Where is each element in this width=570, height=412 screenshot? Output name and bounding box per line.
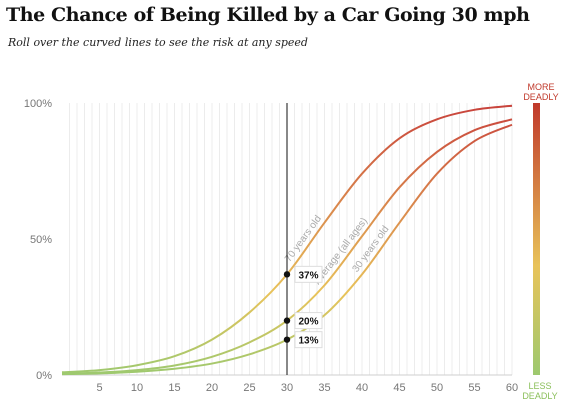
x-tick-label: 25: [243, 382, 255, 394]
x-tick-label: 55: [468, 382, 480, 394]
y-tick-label: 50%: [30, 234, 52, 246]
marker-point: [283, 317, 291, 324]
axes: 0% 50% 100% 5 10 15 20 25 30 35 40 45 50 55 60: [24, 98, 518, 394]
marker-value-box: [294, 265, 323, 283]
x-tick-label: 40: [356, 382, 368, 394]
x-tick-label: 5: [96, 382, 102, 394]
more-deadly-label: DEADLY: [523, 92, 558, 102]
less-deadly-label: DEADLY: [522, 391, 557, 401]
y-tick-label: 0%: [36, 370, 52, 382]
chart-subtitle: Roll over the curved lines to see the ri…: [8, 36, 308, 49]
marker-value-label: 37%: [298, 270, 318, 281]
vertical-gridlines: [69, 103, 513, 375]
less-deadly-label: LESS: [528, 381, 551, 391]
more-deadly-label: MORE: [528, 82, 555, 92]
marker-value-label: 13%: [298, 336, 318, 347]
x-tick-label: 20: [206, 382, 218, 394]
x-tick-label: 10: [131, 382, 143, 394]
marker-point: [283, 271, 291, 278]
x-tick-label: 35: [318, 382, 330, 394]
marker-value-label: 20%: [298, 317, 318, 328]
x-tick-label: 15: [168, 382, 180, 394]
marker-value-box: [294, 331, 323, 349]
x-tick-label: 45: [393, 382, 405, 394]
speed-marker: 37% 20% 13%: [283, 103, 323, 375]
deadliness-gradient-bar: [533, 103, 540, 375]
marker-point: [283, 336, 291, 343]
x-tick-label: 50: [431, 382, 443, 394]
x-tick-label: 30: [281, 382, 293, 394]
chart-title: The Chance of Being Killed by a Car Goin…: [6, 4, 530, 26]
y-tick-label: 100%: [24, 98, 52, 110]
x-tick-label: 60: [506, 382, 518, 394]
series-label: 70 years old: [283, 214, 324, 265]
marker-value-box: [294, 312, 323, 330]
